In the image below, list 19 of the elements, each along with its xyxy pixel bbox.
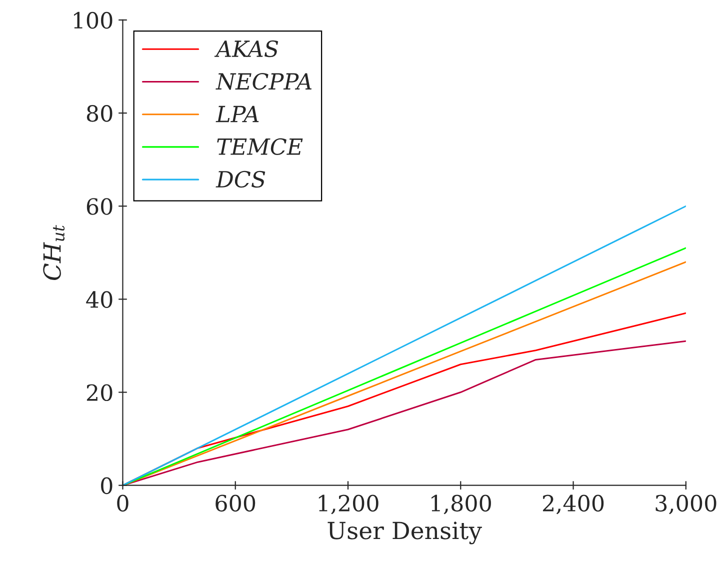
legend-label: AKAS (214, 40, 278, 58)
y-tick-label: 20 (86, 384, 112, 402)
y-tick-label: 100 (74, 12, 112, 29)
legend-label: NECPPA (216, 72, 312, 90)
x-tick-label: 3,000 (656, 494, 716, 514)
legend-label: TEMCE (217, 138, 303, 156)
y-axis-title: CH$_{ut}$ (43, 224, 65, 280)
x-tick-label: 0 (117, 494, 128, 512)
legend-label: DCS (216, 170, 266, 188)
legend-label: LPA (216, 106, 259, 122)
x-tick-label: 1,200 (318, 494, 378, 514)
x-tick-label: 2,400 (542, 494, 604, 514)
y-tick-label: 60 (86, 198, 112, 215)
y-tick-label: 80 (86, 105, 112, 122)
x-tick-label: 600 (216, 494, 256, 512)
y-tick-label: 40 (86, 291, 112, 308)
x-tick-label: 1,800 (432, 494, 491, 514)
x-axis-title: User Density (328, 522, 482, 544)
y-tick-label: 0 (101, 477, 112, 494)
